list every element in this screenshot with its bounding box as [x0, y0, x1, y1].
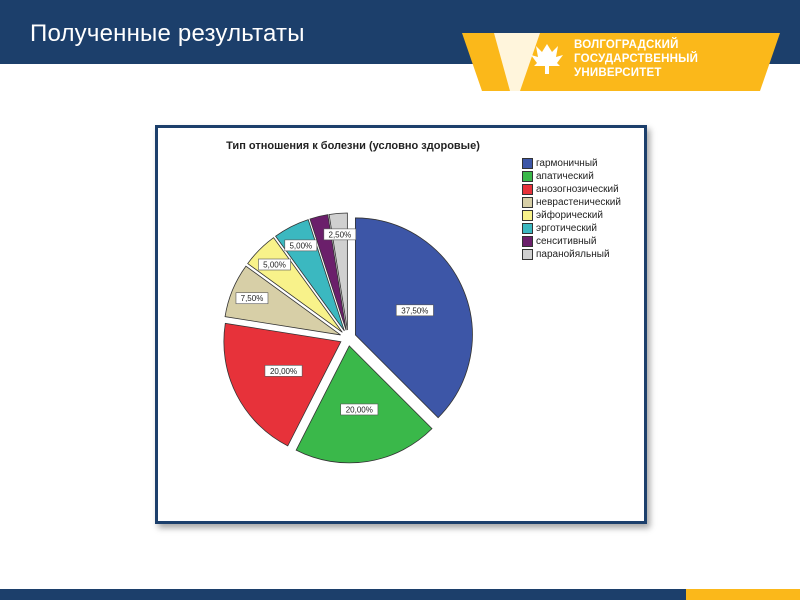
legend-swatch	[522, 184, 533, 195]
data-label-2: 20,00%	[346, 405, 373, 414]
logo-wordmark: ВОЛГОГРАДСКИЙ ГОСУДАРСТВЕННЫЙ УНИВЕРСИТЕ…	[574, 38, 744, 80]
pie-slice-8	[328, 212, 348, 331]
data-label-box-4	[235, 292, 269, 305]
legend-swatch	[522, 249, 533, 260]
logo-band-stripe	[494, 33, 540, 91]
footer-accent	[686, 589, 800, 600]
legend-label: эйфорический	[536, 210, 603, 221]
legend-label: сенситивный	[536, 236, 597, 247]
pie-slice-1	[354, 217, 473, 419]
data-label-5: 5,00%	[263, 261, 286, 270]
data-label-box-5	[258, 258, 291, 271]
legend-label: анозогнозический	[536, 184, 619, 195]
legend-swatch	[522, 223, 533, 234]
slide-title: Полученные результаты	[30, 20, 305, 47]
pie-slice-3	[223, 322, 342, 447]
legend-label: эрготический	[536, 223, 597, 234]
legend-label: паранойяльный	[536, 249, 610, 260]
university-logo	[462, 33, 780, 91]
data-label-3: 20,00%	[270, 367, 297, 376]
data-label-box-3	[264, 365, 303, 377]
chart-title: Тип отношения к болезни (условно здоровы…	[226, 140, 480, 152]
legend-item: гармоничный	[522, 157, 642, 170]
legend-swatch	[522, 158, 533, 169]
logo-line-2: ГОСУДАРСТВЕННЫЙ	[574, 53, 699, 65]
logo-line-3: УНИВЕРСИТЕТ	[574, 67, 662, 79]
legend-item: сенситивный	[522, 235, 642, 248]
data-label-box-6	[284, 239, 318, 252]
legend-label: апатический	[536, 171, 594, 182]
data-label-4: 7,50%	[241, 294, 264, 303]
logo-line-1: ВОЛГОГРАДСКИЙ	[574, 39, 679, 51]
data-label-8: 2,50%	[329, 230, 352, 239]
data-label-6: 5,00%	[289, 241, 312, 250]
legend-item: паранойяльный	[522, 248, 642, 261]
data-label-box-1	[395, 304, 434, 317]
data-label-box-8	[323, 228, 357, 241]
legend-swatch	[522, 197, 533, 208]
legend-item: неврастенический	[522, 196, 642, 209]
footer-bar	[0, 589, 800, 600]
legend-swatch	[522, 236, 533, 247]
data-label-1: 37,50%	[401, 306, 428, 315]
legend-swatch	[522, 210, 533, 221]
chart-frame: Тип отношения к болезни (условно здоровы…	[155, 125, 647, 524]
legend-item: апатический	[522, 170, 642, 183]
legend-label: неврастенический	[536, 197, 621, 208]
pie-slice-4	[224, 265, 341, 336]
legend-swatch	[522, 171, 533, 182]
legend-label: гармоничный	[536, 158, 598, 169]
logo-band-shape	[462, 33, 780, 91]
pie-slice-7	[309, 214, 347, 331]
pie-chart: 37,50% 20,00% 20,00% 7,50% 5,00% 5,00% 2,50%	[223, 212, 473, 464]
legend-item: анозогнозический	[522, 183, 642, 196]
legend-item: эрготический	[522, 222, 642, 235]
chart-legend: гармоничный апатический анозогнозический не…	[522, 157, 642, 261]
maple-leaf-icon	[531, 44, 563, 74]
legend-item: эйфорический	[522, 209, 642, 222]
data-label-box-2	[340, 403, 379, 416]
